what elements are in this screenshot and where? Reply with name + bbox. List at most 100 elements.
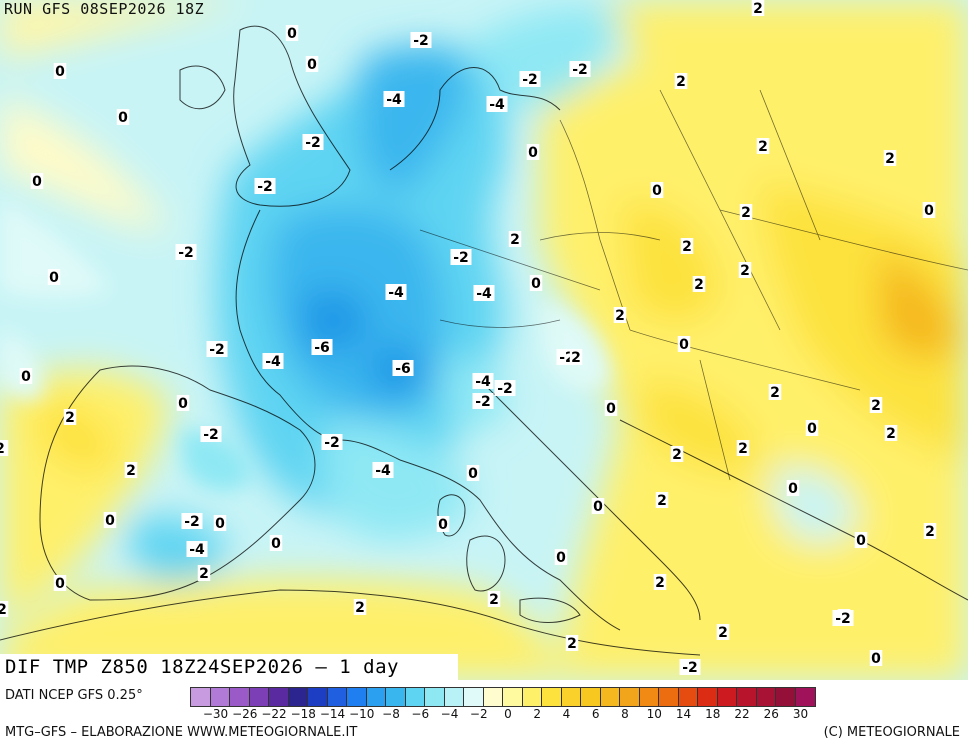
contour-label-bg: [186, 541, 208, 557]
contour-labels: 0 -2-2-2-4 -40 00-2-2-20-4 -4-6-6-202-4-2-20…: [0, 0, 937, 676]
contour-label: -2: [832, 610, 854, 627]
contour-label-text: 2: [758, 139, 768, 155]
contour-label-bg: [508, 231, 522, 247]
contour-label: -2: [254, 178, 276, 195]
contour-label-text: 0: [55, 64, 65, 80]
color-scale-bar: [190, 687, 816, 707]
contour-label-bg: [751, 0, 765, 16]
color-scale-cell: [444, 688, 464, 706]
contour-label-text: 0: [679, 337, 689, 353]
contour-label-text: 0: [32, 174, 42, 190]
contour-label-bg: [116, 109, 130, 125]
contour-label-text: 2: [676, 74, 686, 90]
contour-label-text: -6: [395, 361, 411, 377]
contour-label-text: 0: [271, 536, 281, 552]
contour-label-bg: [922, 202, 936, 218]
contour-label-bg: [473, 285, 495, 301]
color-scale-cell: [776, 688, 796, 706]
contour-label-text: 2: [655, 575, 665, 591]
contour-label-bg: [63, 409, 77, 425]
contour-label-bg: [124, 462, 138, 478]
contour-label: 0: [116, 109, 130, 126]
color-scale-cell: [581, 688, 601, 706]
contour-label: -4: [486, 96, 508, 113]
anomaly-detail: [0, 200, 610, 491]
contour-label-bg: [206, 341, 228, 357]
contour-label: -2: [321, 434, 343, 451]
contour-label: 0: [591, 498, 605, 515]
color-scale-tick-label: −26: [232, 707, 258, 721]
color-scale-cell: [503, 688, 523, 706]
contour-label-bg: [472, 393, 494, 409]
contour-label: -2: [200, 426, 222, 443]
contour-label: 0: [677, 336, 691, 353]
contour-label: 2: [0, 440, 7, 457]
color-scale-cell: [464, 688, 484, 706]
contour-label-text: -2: [497, 381, 513, 397]
contour-label-text: 0: [307, 57, 317, 73]
contour-label-text: -2: [572, 62, 588, 78]
contour-label-text: -2: [209, 342, 225, 358]
color-scale-cell: [230, 688, 250, 706]
contour-label-text: 0: [468, 466, 478, 482]
contour-label: 0: [305, 56, 319, 73]
color-scale-tick-label: 10: [646, 707, 662, 721]
contour-label-text: 0: [21, 369, 31, 385]
contour-label-bg: [832, 610, 854, 626]
contour-label-bg: [47, 269, 61, 285]
color-scale-cell: [405, 688, 425, 706]
contour-label-text: 0: [118, 110, 128, 126]
color-scale-tick-label: −4: [440, 707, 459, 721]
contour-label-bg: [302, 134, 324, 150]
contour-label-text: 2: [65, 410, 75, 426]
contour-label: -6: [311, 339, 333, 356]
borders: [419, 89, 968, 481]
contour-label-bg: [53, 63, 67, 79]
color-scale-cell: [678, 688, 698, 706]
color-scale-cell: [600, 688, 620, 706]
color-scale-cell: [347, 688, 367, 706]
contour-label-bg: [738, 262, 752, 278]
contour-label-text: -2: [475, 394, 491, 410]
contour-label: 2: [353, 599, 367, 616]
contour-label-text: 2: [770, 385, 780, 401]
contour-label-bg: [197, 565, 211, 581]
contour-label-bg: [487, 591, 501, 607]
contour-label: 0: [554, 549, 568, 566]
contour-label: 0: [466, 465, 480, 482]
color-scale-tick-label: −30: [202, 707, 229, 721]
contour-label: 0: [650, 182, 664, 199]
contour-label-text: -4: [386, 92, 402, 108]
color-scale-cell: [542, 688, 562, 706]
color-scale-cell: [483, 688, 503, 706]
contour-label-text: -4: [375, 463, 391, 479]
contour-label-bg: [372, 462, 394, 478]
contour-label: 2: [569, 349, 583, 366]
contour-label-text: -2: [324, 435, 340, 451]
contour-label-bg: [262, 353, 284, 369]
contour-label: 0: [176, 395, 190, 412]
color-scale-tick-label: 6: [591, 707, 600, 721]
color-scale-tick-label: 14: [675, 707, 692, 721]
contour-label-bg: [200, 426, 222, 442]
contour-label-bg: [670, 446, 684, 462]
contour-label-text: 2: [740, 263, 750, 279]
contour-label: -4: [186, 541, 208, 558]
color-scale-tick-label: −8: [382, 707, 400, 721]
contour-label-bg: [213, 515, 227, 531]
color-scale-cell: [795, 688, 815, 706]
contour-label-text: 2: [0, 441, 5, 457]
contour-label: 2: [124, 462, 138, 479]
contour-label: 2: [869, 397, 883, 414]
contour-label-bg: [613, 307, 627, 323]
contour-label-bg: [392, 360, 414, 376]
contour-label-text: 2: [199, 566, 209, 582]
contour-label-text: -2: [413, 33, 429, 49]
contour-label-bg: [883, 150, 897, 166]
color-scale-cell: [191, 688, 211, 706]
contour-label-text: 2: [741, 205, 751, 221]
contour-label: 0: [854, 532, 868, 549]
contour-label: 2: [738, 262, 752, 279]
ireland-coast: [179, 65, 226, 110]
color-scale-cell: [366, 688, 386, 706]
